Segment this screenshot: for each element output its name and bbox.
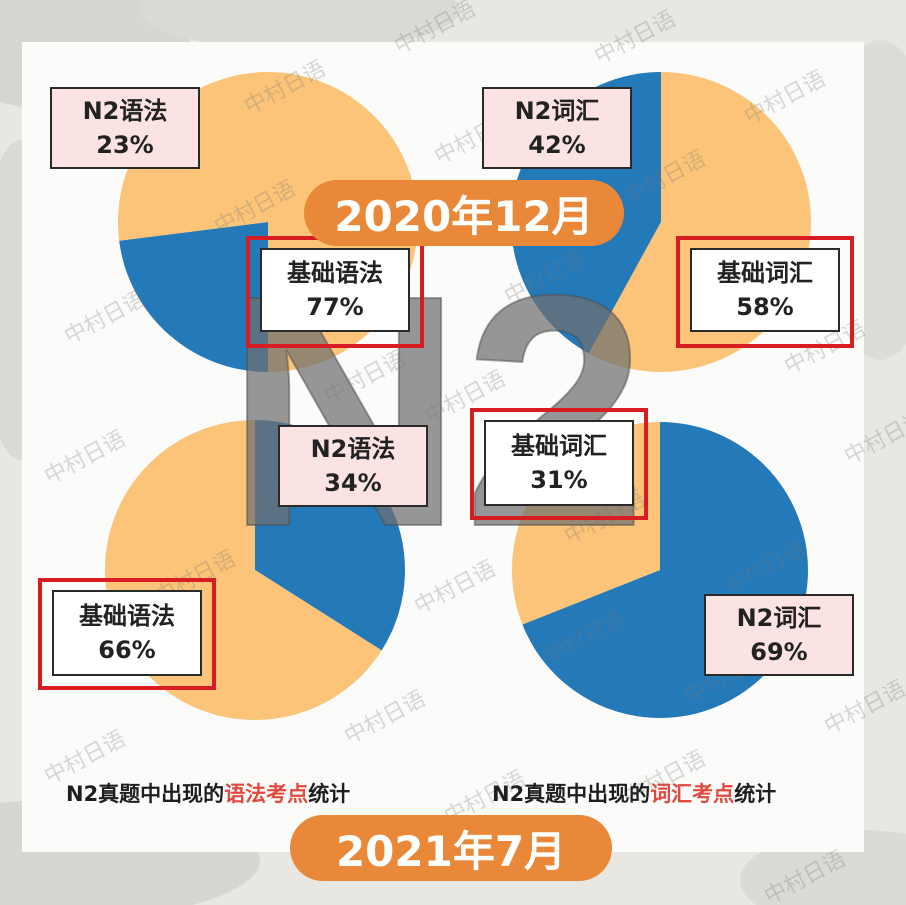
caption-highlight: 语法考点 [224, 782, 309, 806]
label-text: N2语法 [82, 97, 168, 125]
label-value: 23% [96, 131, 154, 159]
label-text: N2词汇 [514, 97, 600, 125]
label-basic-vocab-2020: 基础词汇 58% [690, 248, 840, 332]
label-value: 58% [736, 293, 794, 321]
caption-grammar: N2真题中出现的语法考点统计 [66, 778, 350, 808]
highlight-basic-vocab-2021 [470, 408, 648, 520]
label-text: 基础语法 [287, 259, 383, 287]
caption-post: 统计 [308, 782, 351, 806]
caption-pre: N2真题中出现的 [492, 782, 651, 806]
label-value: 42% [528, 131, 586, 159]
label-value: 31% [530, 466, 588, 494]
label-n2-grammar-2020: N2语法 23% [50, 87, 200, 169]
label-text: 基础语法 [79, 602, 175, 630]
label-n2-vocab-2021: N2词汇 69% [704, 594, 854, 676]
date-pill-2021: 2021年7月 [290, 815, 612, 881]
label-value: 69% [750, 638, 808, 666]
label-value: 66% [98, 636, 156, 664]
label-n2-vocab-2020: N2词汇 42% [482, 87, 632, 169]
caption-vocab: N2真题中出现的词汇考点统计 [492, 778, 776, 808]
label-basic-vocab-2021: 基础词汇 31% [484, 420, 634, 506]
label-text: 基础词汇 [511, 432, 607, 460]
label-value: 34% [324, 469, 382, 497]
pie-slice-0-0 [119, 222, 269, 372]
label-basic-grammar-2020: 基础语法 77% [260, 248, 410, 332]
highlight-basic-vocab-2020 [676, 236, 854, 348]
label-text: N2语法 [310, 435, 396, 463]
caption-highlight: 词汇考点 [650, 782, 735, 806]
label-basic-grammar-2021: 基础语法 66% [52, 590, 202, 676]
label-value: 77% [306, 293, 364, 321]
caption-pre: N2真题中出现的 [66, 782, 225, 806]
label-text: 基础词汇 [717, 259, 813, 287]
caption-post: 统计 [734, 782, 777, 806]
highlight-basic-grammar-2021 [38, 578, 216, 690]
label-text: N2词汇 [736, 604, 822, 632]
date-pill-2020: 2020年12月 [304, 180, 624, 246]
label-n2-grammar-2021: N2语法 34% [278, 425, 428, 507]
